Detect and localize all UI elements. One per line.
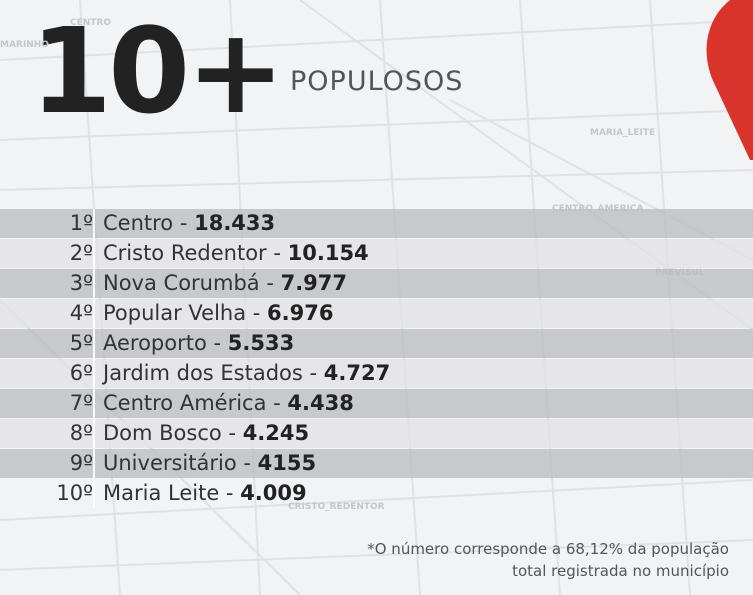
subtitle: POPULOSOS <box>290 66 464 97</box>
ranking-row: 9º Universitário - 4155 <box>0 449 753 478</box>
neighborhood: Centro - <box>103 211 188 235</box>
title: 10+ <box>30 2 285 140</box>
rank: 9º <box>0 449 95 478</box>
neighborhood: Jardim dos Estados - <box>103 361 318 385</box>
rank: 7º <box>0 389 95 418</box>
map-label: CENTRO <box>70 18 112 28</box>
ranking-row: 6º Jardim dos Estados - 4.727 <box>0 359 753 388</box>
population: 7.977 <box>280 271 348 295</box>
population: 10.154 <box>287 241 369 265</box>
rank: 10º <box>0 479 95 508</box>
ranking-row: 4º Popular Velha - 6.976 <box>0 299 753 328</box>
population: 4.438 <box>287 391 354 415</box>
neighborhood: Universitário - <box>103 451 251 475</box>
neighborhood: Cristo Redentor - <box>103 241 281 265</box>
row-text: Cristo Redentor - 10.154 <box>103 239 369 268</box>
population: 4155 <box>257 451 317 475</box>
population: 5.533 <box>227 331 295 355</box>
footnote: *O número corresponde a 68,12% da popula… <box>367 540 729 558</box>
neighborhood: Centro América - <box>103 391 281 415</box>
neighborhood: Nova Corumbá - <box>103 271 274 295</box>
row-text: Jardim dos Estados - 4.727 <box>103 359 390 388</box>
map-pin <box>706 0 753 160</box>
ranking-row: 3º Nova Corumbá - 7.977 <box>0 269 753 298</box>
population: 4.009 <box>240 481 307 505</box>
footnote: total registrada no município <box>512 562 729 580</box>
rank: 5º <box>0 329 95 358</box>
row-text: Aeroporto - 5.533 <box>103 329 294 358</box>
rank: 1º <box>0 209 95 238</box>
ranking-row: 5º Aeroporto - 5.533 <box>0 329 753 358</box>
ranking-row: 2º Cristo Redentor - 10.154 <box>0 239 753 268</box>
map-label: MARIA_LEITE <box>590 128 656 138</box>
map-label: MARINHO <box>0 40 49 50</box>
neighborhood: Popular Velha - <box>103 301 261 325</box>
rank: 4º <box>0 299 95 328</box>
rank: 6º <box>0 359 95 388</box>
row-text: Dom Bosco - 4.245 <box>103 419 309 448</box>
ranking-row: 8º Dom Bosco - 4.245 <box>0 419 753 448</box>
rank: 3º <box>0 269 95 298</box>
neighborhood: Aeroporto - <box>103 331 222 355</box>
row-text: Nova Corumbá - 7.977 <box>103 269 347 298</box>
row-text: Centro América - 4.438 <box>103 389 354 418</box>
row-text: Universitário - 4155 <box>103 449 316 478</box>
row-text: Centro - 18.433 <box>103 209 275 238</box>
neighborhood: Maria Leite - <box>103 481 234 505</box>
neighborhood: Dom Bosco - <box>103 421 236 445</box>
rank: 2º <box>0 239 95 268</box>
row-text: Popular Velha - 6.976 <box>103 299 333 328</box>
population: 4.727 <box>323 361 391 385</box>
ranking-row: 10º Maria Leite - 4.009 <box>0 479 753 508</box>
population: 4.245 <box>242 421 310 445</box>
ranking-row: 7º Centro América - 4.438 <box>0 389 753 418</box>
rank: 8º <box>0 419 95 448</box>
map-label: CRISTO_REDENTOR <box>288 502 385 512</box>
population: 6.976 <box>267 301 334 325</box>
row-text: Maria Leite - 4.009 <box>103 479 307 508</box>
population: 18.433 <box>194 211 276 235</box>
ranking-row: 1º Centro - 18.433 <box>0 209 753 238</box>
